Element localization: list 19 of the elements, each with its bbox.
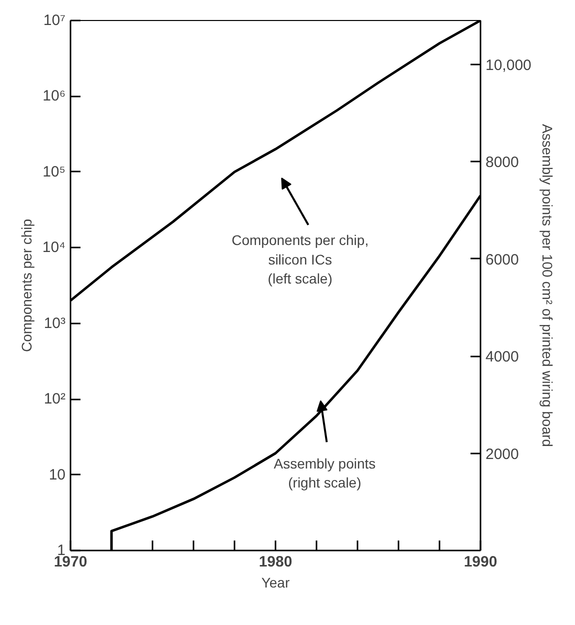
y-tick-label: 10⁶ xyxy=(42,88,66,105)
y2-tick-label: 2000 xyxy=(486,446,519,463)
y2-tick-label: 6000 xyxy=(486,251,519,268)
y2-axis-title: Assembly points per 100 cm² of printed wiring board xyxy=(539,124,556,447)
y2-tick-label: 4000 xyxy=(486,348,519,366)
annotation: Components per chip, silicon ICs (left scale) xyxy=(232,232,369,287)
y2-tick-label: 8000 xyxy=(486,154,519,172)
annotation: Assembly points (right scale) xyxy=(274,455,376,491)
x-tick-label: 1990 xyxy=(464,554,498,570)
y-tick-label: 10⁴ xyxy=(42,239,66,256)
y-tick-label: 10 xyxy=(48,466,66,484)
x-tick-label: 1980 xyxy=(258,554,292,570)
y2-tick-label: 10,000 xyxy=(486,56,532,74)
y-axis-title: Components per chip xyxy=(18,218,34,352)
y-tick-label: 10² xyxy=(44,390,66,408)
y-tick-label: 10⁷ xyxy=(43,12,66,29)
x-axis-title: Year xyxy=(261,574,290,590)
y-tick-label: 10³ xyxy=(44,314,66,332)
y-tick-label: 10⁵ xyxy=(42,163,66,180)
